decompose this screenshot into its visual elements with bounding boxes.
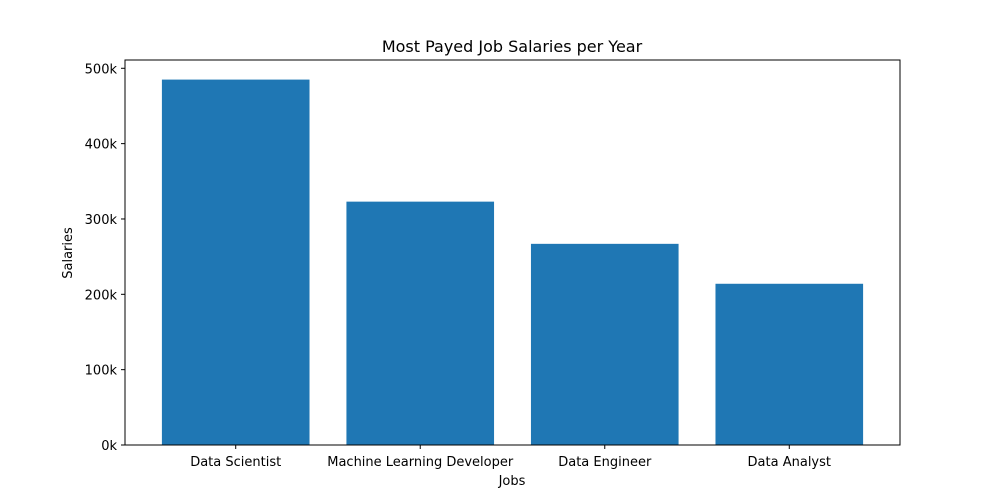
bars-group [161,79,864,445]
x-tick-label: Data Engineer [558,455,652,470]
x-axis-ticks: Data Scientist Machine Learning Developer… [190,445,831,470]
y-axis-label: Salaries [61,227,76,279]
x-tick-label: Data Analyst [748,455,831,470]
y-tick-label: 300k [85,213,118,228]
y-tick-label: 400k [85,138,118,153]
chart-title: Most Payed Job Salaries per Year [382,37,643,56]
y-tick-label: 200k [85,288,118,303]
y-axis-ticks: 0k 100k 200k 300k 400k 500k [85,62,125,454]
y-tick-label: 500k [85,62,118,77]
plot-frame [124,59,901,446]
x-axis-label: Jobs [498,474,526,489]
x-tick-label: Machine Learning Developer [327,455,514,470]
y-tick-label: 100k [85,364,118,379]
bar [161,79,310,445]
bar [715,283,864,445]
x-tick-label: Data Scientist [190,455,281,470]
y-tick-label: 0k [101,439,117,454]
bar [346,201,495,445]
bar [530,243,679,445]
